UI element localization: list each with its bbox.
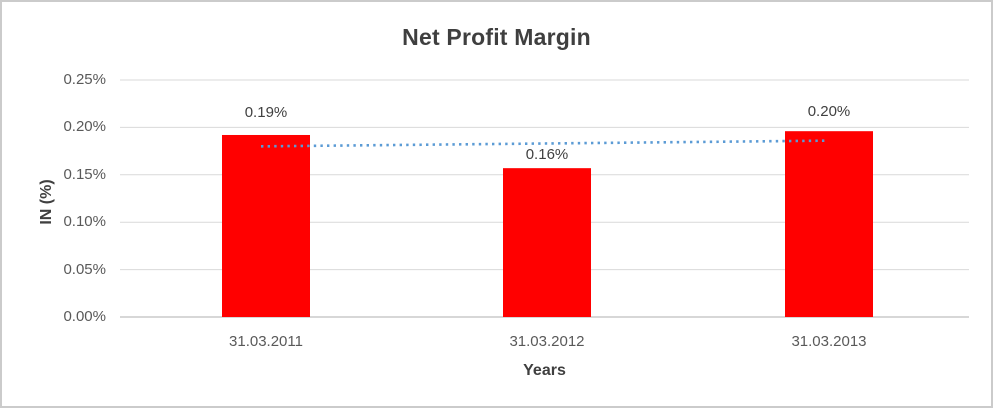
y-tick-label: 0.00% <box>63 308 106 325</box>
chart-title: Net Profit Margin <box>402 24 591 50</box>
x-category-label: 31.03.2012 <box>509 333 585 350</box>
x-category-label: 31.03.2013 <box>791 333 867 350</box>
x-axis-title: Years <box>523 362 566 379</box>
bar-data-label: 0.16% <box>525 146 569 164</box>
trendline <box>260 139 826 148</box>
y-tick-label: 0.05% <box>63 260 106 278</box>
y-tick-label: 0.25% <box>63 71 106 88</box>
bar <box>503 168 591 317</box>
bar-data-label: 0.20% <box>807 103 851 121</box>
bar-data-label: 0.19% <box>244 103 288 121</box>
y-tick-label: 0.20% <box>63 118 106 136</box>
x-category-label: 31.03.2011 <box>229 333 303 350</box>
y-tick-label: 0.15% <box>63 165 106 183</box>
bar <box>785 131 873 317</box>
y-tick-label: 0.10% <box>63 213 106 231</box>
bar <box>222 134 310 317</box>
